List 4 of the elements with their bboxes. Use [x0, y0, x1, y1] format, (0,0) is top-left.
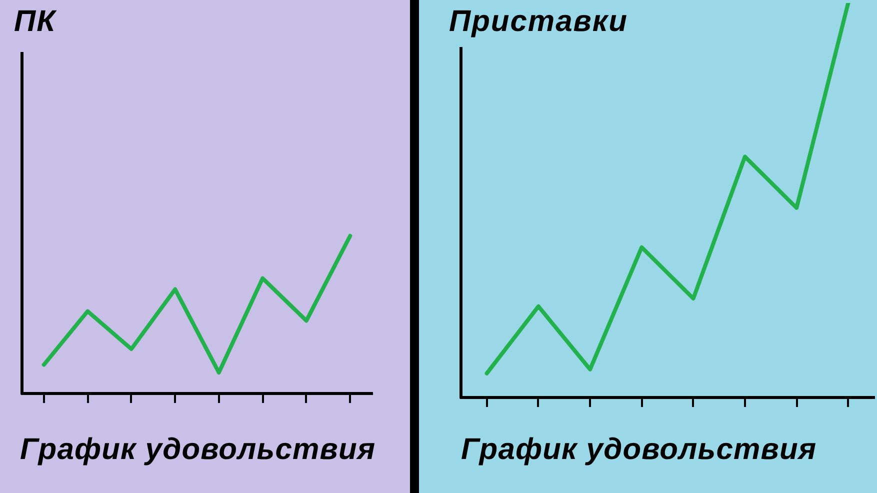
- text: График удовольствия: [461, 433, 817, 467]
- text: График удовольствия: [20, 433, 376, 467]
- chart-title: ПК: [14, 5, 56, 39]
- chart-title: Приставки: [449, 5, 628, 39]
